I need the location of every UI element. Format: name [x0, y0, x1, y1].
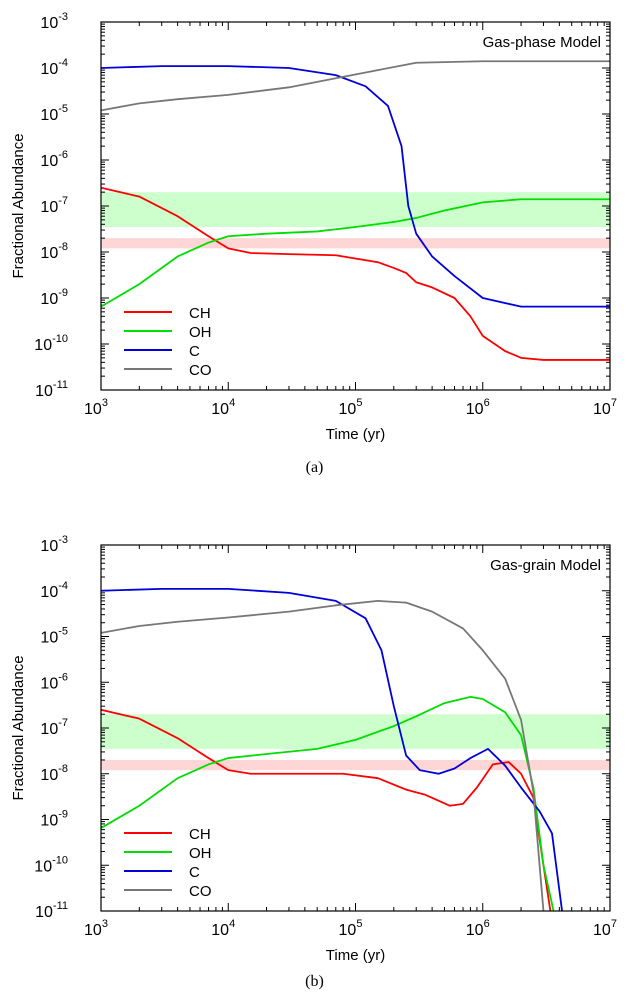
series-line-c — [101, 65, 610, 308]
series-line-co — [101, 600, 545, 911]
plot-frame — [100, 544, 611, 912]
series-line-ch — [101, 708, 552, 911]
y-tick-label: 10-7 — [40, 717, 68, 738]
x-tick-label: 104 — [211, 918, 235, 939]
legend-label-oh: OH — [189, 845, 212, 862]
figure-caption: (a) — [306, 459, 324, 476]
y-tick-label: 10-7 — [40, 195, 68, 216]
series-line-ch — [101, 186, 610, 361]
series-line-co — [101, 60, 610, 112]
y-tick-label: 10-10 — [34, 333, 68, 354]
x-tick-label: 106 — [466, 918, 490, 939]
y-tick-label: 10-10 — [34, 854, 68, 875]
y-tick-label: 10-5 — [40, 103, 68, 124]
observed-band-ch — [101, 238, 610, 249]
y-axis-title: Fractional Abundance — [10, 655, 27, 800]
y-tick-label: 10-4 — [40, 57, 68, 78]
y-tick-label: 10-3 — [40, 534, 68, 555]
x-axis-title: Time (yr) — [326, 947, 385, 964]
x-tick-label: 107 — [593, 397, 617, 418]
x-tick-label: 104 — [211, 397, 235, 418]
y-tick-label: 10-11 — [35, 900, 68, 921]
figure-caption: (b) — [305, 973, 324, 990]
x-tick-label: 106 — [466, 397, 490, 418]
y-tick-label: 10-11 — [35, 379, 68, 400]
y-tick-label: 10-8 — [40, 763, 68, 784]
x-tick-label: 105 — [339, 397, 363, 418]
legend-label-ch: CH — [189, 305, 211, 322]
panel-label: Gas-grain Model — [490, 557, 601, 574]
plot-frame — [100, 21, 611, 391]
legend: CH OH C CO — [124, 826, 212, 900]
series-line-c — [101, 587, 563, 911]
y-axis-title: Fractional Abundance — [10, 133, 27, 278]
observed-band-oh — [101, 192, 610, 227]
series-line-oh — [101, 198, 610, 308]
legend-label-c: C — [189, 343, 200, 360]
y-tick-label: 10-5 — [40, 626, 68, 647]
y-tick-label: 10-3 — [40, 11, 68, 32]
y-tick-label: 10-9 — [40, 809, 68, 830]
series-line-oh — [101, 695, 555, 911]
y-tick-label: 10-6 — [40, 671, 68, 692]
legend-label-oh: OH — [189, 324, 212, 341]
axis-ticks — [100, 544, 611, 912]
x-axis-title: Time (yr) — [326, 426, 385, 443]
legend-label-co: CO — [189, 883, 212, 900]
x-tick-label: 105 — [339, 918, 363, 939]
chart-panel-b: 103 104 105 106 107 10-11 10-10 10-9 10-8 10-7 10-… — [10, 534, 617, 990]
legend-label-c: C — [189, 864, 200, 881]
observed-band-ch — [101, 759, 610, 771]
y-tick-label: 10-4 — [40, 580, 68, 601]
x-tick-label: 107 — [593, 918, 617, 939]
panel-label: Gas-phase Model — [483, 34, 601, 51]
legend: CH OH C CO — [124, 305, 212, 379]
y-tick-label: 10-8 — [40, 241, 68, 262]
chart-panel-a: 103 104 105 106 107 10-11 10-10 10-9 10-8 10-7 10-… — [10, 11, 617, 476]
legend-label-ch: CH — [189, 826, 211, 843]
x-tick-label: 103 — [84, 918, 108, 939]
y-tick-label: 10-9 — [40, 287, 68, 308]
y-tick-label: 10-6 — [40, 149, 68, 170]
observed-band-oh — [101, 714, 610, 749]
legend-label-co: CO — [189, 362, 212, 379]
x-tick-label: 103 — [84, 397, 108, 418]
